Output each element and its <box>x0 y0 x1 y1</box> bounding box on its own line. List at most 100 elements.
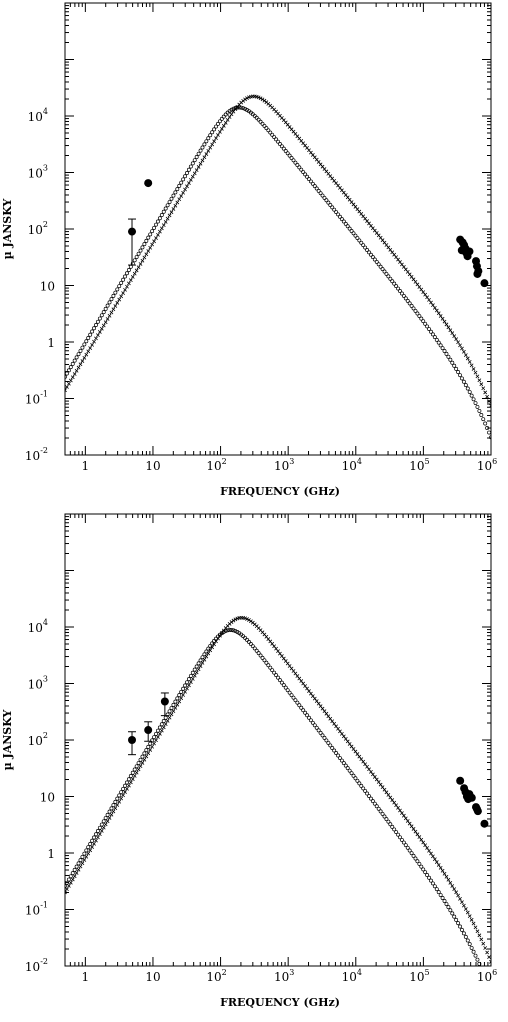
model-point-cross <box>68 378 73 383</box>
model-point-cross <box>419 837 424 842</box>
x-axis-title: FREQUENCY (GHz) <box>220 996 340 1009</box>
model-point-cross <box>219 126 224 131</box>
model-point-cross <box>107 816 112 820</box>
model-point-circle <box>216 121 220 126</box>
model-point-circle <box>194 155 199 159</box>
model-point-circle <box>128 774 133 778</box>
model-point-cross <box>419 287 424 292</box>
model-point-circle <box>121 277 126 282</box>
model-point-circle <box>214 124 218 129</box>
model-point-circle <box>326 200 331 205</box>
model-point-cross <box>225 118 230 122</box>
model-point-circle <box>305 174 309 179</box>
model-point-cross <box>434 308 439 313</box>
model-point-circle <box>367 794 371 798</box>
model-point-circle <box>308 179 313 184</box>
model-point-circle <box>111 803 116 808</box>
model-point-circle <box>136 761 141 765</box>
model-point-cross <box>185 686 189 691</box>
model-point-circle <box>425 873 430 877</box>
model-point-circle <box>140 245 145 250</box>
model-point-circle <box>94 832 98 837</box>
model-point-cross <box>380 785 385 790</box>
model-point-circle <box>204 139 209 144</box>
model-point-cross <box>111 809 116 814</box>
model-point-cross <box>200 158 205 163</box>
model-point-cross <box>409 824 414 829</box>
model-point-circle <box>359 240 364 245</box>
model-point-cross <box>74 368 79 373</box>
model-point-circle <box>363 788 368 793</box>
x-tick-label: 103 <box>274 968 294 984</box>
model-point-cross <box>119 796 124 801</box>
chart-svg-bottom: 1 10 102 103 104 105 10610-210-1110102103104FR… <box>1 513 497 1009</box>
model-point-circle <box>266 663 271 668</box>
model-point-circle <box>378 264 383 269</box>
model-point-circle <box>161 719 166 723</box>
model-point-cross <box>427 297 431 302</box>
model-point-cross <box>86 851 91 856</box>
model-point-circle <box>279 680 284 685</box>
model-point-circle <box>113 290 118 295</box>
model-point-circle <box>481 417 486 422</box>
model-point-cross <box>326 714 331 719</box>
model-point-cross <box>365 764 369 769</box>
model-point-circle <box>405 845 410 850</box>
model-point-circle <box>305 713 309 718</box>
model-point-cross <box>121 291 125 295</box>
model-point-circle <box>223 112 228 117</box>
model-point-circle <box>165 203 170 208</box>
model-point-circle <box>403 296 408 301</box>
model-point-cross <box>167 213 172 218</box>
model-point-circle <box>74 355 79 360</box>
model-point-circle <box>97 825 102 830</box>
model-point-cross <box>136 767 141 772</box>
model-point-cross <box>169 210 174 215</box>
y-axis-title: µ JANSKY <box>1 709 14 770</box>
model-point-circle <box>401 840 406 845</box>
x-tick-label: 103 <box>274 457 294 473</box>
model-point-cross <box>123 790 127 794</box>
model-point-cross <box>448 328 453 333</box>
model-point-circle <box>307 715 311 720</box>
model-point-cross <box>66 381 71 386</box>
model-point-circle <box>368 796 373 801</box>
data-point <box>457 246 466 255</box>
model-point-circle <box>190 670 195 675</box>
x-tick-label: 102 <box>206 457 226 473</box>
model-point-circle <box>318 730 323 735</box>
model-point-circle <box>452 914 457 919</box>
model-point-circle <box>345 224 350 229</box>
model-point-cross <box>65 385 69 389</box>
model-point-circle <box>264 660 269 665</box>
model-point-cross <box>78 864 83 869</box>
model-point-circle <box>320 733 325 738</box>
model-point-cross <box>107 313 112 318</box>
model-point-circle <box>293 160 298 165</box>
model-point-cross <box>70 375 75 380</box>
y-tick-label: 10-1 <box>25 901 48 918</box>
model-point-circle <box>188 164 193 169</box>
model-point-circle <box>307 177 311 182</box>
model-point-cross <box>97 330 102 334</box>
x-tick-label: 105 <box>409 968 429 984</box>
model-point-circle <box>86 336 91 340</box>
model-point-circle <box>382 814 387 819</box>
model-point-circle <box>109 806 114 811</box>
model-point-cross <box>179 696 184 701</box>
model-point-cross <box>150 242 155 247</box>
model-point-circle <box>272 135 277 140</box>
model-point-cross <box>142 255 147 260</box>
model-point-circle <box>198 148 203 153</box>
model-point-cross <box>483 946 488 950</box>
model-point-circle <box>84 848 89 853</box>
y-tick-label: 102 <box>28 731 48 748</box>
model-point-circle <box>272 670 277 675</box>
data-point <box>465 247 474 256</box>
model-point-cross <box>307 689 311 693</box>
model-point-circle <box>171 702 176 707</box>
model-point-cross <box>140 761 145 765</box>
model-point-cross <box>471 367 476 371</box>
model-point-circle <box>283 685 288 690</box>
model-point-circle <box>202 652 207 657</box>
